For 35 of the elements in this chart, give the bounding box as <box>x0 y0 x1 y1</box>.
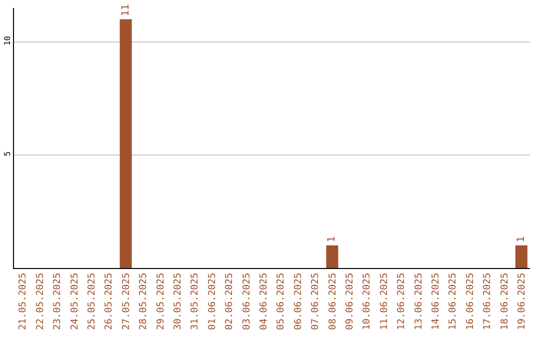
y-tick-label: 5 <box>2 151 12 156</box>
x-tick-label: 23.05.2025 <box>52 272 64 330</box>
x-tick-label: 31.05.2025 <box>190 272 201 330</box>
y-tick-label: 10 <box>2 36 12 46</box>
x-tick-label: 07.06.2025 <box>310 272 322 330</box>
x-tick-label: 28.05.2025 <box>138 272 150 330</box>
x-tick-label: 24.05.2025 <box>69 272 80 330</box>
x-tick-label: 05.06.2025 <box>276 272 287 330</box>
x-tick-label: 10.06.2025 <box>362 272 373 330</box>
x-tick-label: 16.06.2025 <box>464 272 476 330</box>
x-tick-label: 25.05.2025 <box>86 272 98 330</box>
x-tick-label: 17.06.2025 <box>482 272 494 330</box>
x-tick-label: 02.06.2025 <box>224 272 236 330</box>
x-tick-label: 08.06.2025 <box>327 272 338 330</box>
x-tick-label: 12.06.2025 <box>396 272 408 330</box>
data-label: 1 <box>516 236 527 242</box>
x-tick-label: 04.06.2025 <box>258 272 270 330</box>
x-tick-label: 19.06.2025 <box>516 272 528 330</box>
x-tick-label: 21.05.2025 <box>18 272 29 330</box>
x-tick-label: 14.06.2025 <box>430 272 442 330</box>
x-tick-label: 29.05.2025 <box>155 272 166 330</box>
x-tick-label: 09.06.2025 <box>344 272 356 330</box>
x-tick-label: 11.06.2025 <box>378 272 390 330</box>
x-tick-label: 30.05.2025 <box>172 272 184 330</box>
x-tick-label: 18.06.2025 <box>499 272 510 330</box>
x-tick-label: 15.06.2025 <box>448 272 459 330</box>
x-tick-label: 26.05.2025 <box>104 272 115 330</box>
data-label: 1 <box>326 236 338 242</box>
x-tick-label: 22.05.2025 <box>34 272 46 330</box>
x-tick-label: 13.06.2025 <box>413 272 424 330</box>
data-label: 11 <box>120 4 132 16</box>
x-tick-label: 03.06.2025 <box>241 272 252 330</box>
x-tick-label: 27.05.2025 <box>120 272 132 330</box>
x-tick-label: 06.06.2025 <box>292 272 304 330</box>
x-tick-label: 01.06.2025 <box>206 272 218 330</box>
